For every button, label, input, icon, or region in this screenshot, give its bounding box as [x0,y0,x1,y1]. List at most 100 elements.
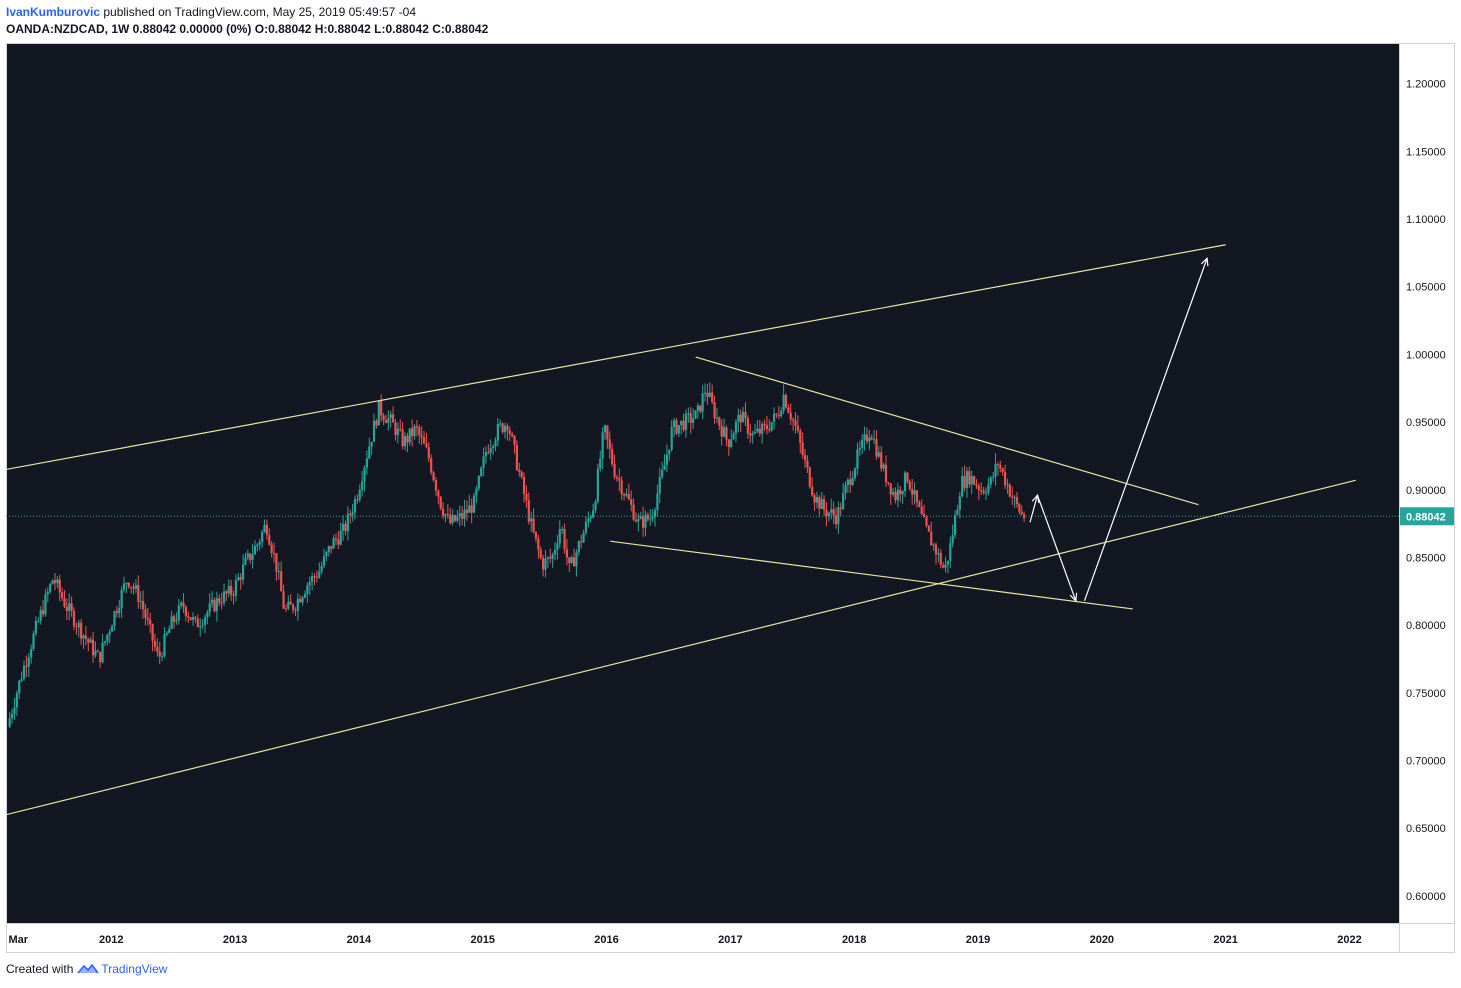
candle-body [72,610,76,627]
candle-body [449,514,452,524]
candle-body [275,553,278,572]
candle-body [956,509,959,515]
candle-body [106,634,109,642]
candle-body [56,579,59,584]
candle-body [465,509,469,513]
candle-body [606,425,609,440]
price-axis[interactable]: 1.20000 1.15000 1.10000 1.05000 1.00000 0.950… [1406,79,1446,903]
candle-body [839,507,842,510]
candle-body [463,509,466,519]
candle-body [927,525,930,532]
candle-body [199,626,202,628]
candle-body [594,501,597,511]
candle-body [525,493,528,501]
candle-body [561,528,564,530]
candle-body [627,494,630,500]
candle-body [453,515,457,521]
candle-body [834,515,838,525]
candle-body [672,420,676,428]
candle-body [813,495,816,503]
candle-body [877,452,880,457]
candle-body [451,515,454,524]
candle-body [808,467,811,487]
chart-frame[interactable]: 1.20000 1.15000 1.10000 1.05000 1.00000 0.950… [5,43,1455,953]
candle-body [32,633,35,650]
candle-body [153,640,157,647]
projection-arrow-up-long[interactable] [1083,256,1209,601]
candle-body [849,479,852,485]
candle-body [27,657,30,667]
candle-body [208,603,211,613]
candle-body [639,516,642,519]
candle-body [811,486,814,496]
triangle-upper-line[interactable] [695,356,1199,506]
candle-body [77,622,80,628]
candle-body [701,393,704,412]
channel-lower-line[interactable] [5,479,1356,816]
candle-body [249,553,252,560]
candle-body [375,420,378,426]
candle-body [992,476,995,478]
time-axis[interactable]: Mar 2012 2013 2014 2015 2016 2017 2018 2019 2020 2… [8,934,1361,946]
candle-body [411,428,414,437]
triangle-lower-line[interactable] [610,540,1133,610]
candle-body [227,585,230,594]
candle-body [651,517,654,519]
candle-body [768,429,771,431]
candle-body [1023,514,1026,519]
candle-body [201,625,204,627]
candle-body [749,433,752,436]
price-chart[interactable]: 1.20000 1.15000 1.10000 1.05000 1.00000 0.950… [5,43,1455,953]
candle-body [241,564,245,580]
candle-body [661,469,664,477]
candle-body [996,464,1000,466]
candle-body [882,464,885,469]
tradingview-brand[interactable]: TradingView [77,962,167,976]
candle-body [287,601,290,609]
candle-body [203,617,207,626]
candle-body [884,464,888,483]
candle-body [472,495,476,513]
candle-body [722,427,726,437]
candle-body [668,449,671,455]
candle-body [737,414,740,422]
candle-body [141,600,145,610]
channel-upper-line[interactable] [5,244,1226,471]
created-with-text: Created with [6,962,74,976]
candle-body [944,564,947,568]
candle-body [418,427,421,436]
candle-body [44,594,47,615]
projection-arrow-up-long-shaft [1083,258,1208,601]
candle-body [503,425,507,433]
drawings-layer [5,244,1356,816]
candle-body [789,412,792,420]
candle-body [613,464,616,477]
price-tick-label-5: 0.95000 [1406,417,1446,429]
author-link[interactable]: IvanKumburovic [6,5,101,19]
candle-body [263,524,266,532]
time-tick-label-5: 2016 [594,934,618,946]
tradingview-brand-label: TradingView [101,962,168,976]
candle-body [165,632,168,635]
candle-body [232,594,235,596]
candle-body [982,490,985,493]
candle-body [520,472,523,477]
candle-body [215,598,218,612]
quote-values: 0.88042 0.00000 (0%) O:0.88042 H:0.88042… [129,22,489,36]
candle-body [703,392,707,394]
candle-body [968,471,971,485]
candle-body [753,431,757,434]
candle-body [553,549,557,555]
candle-body [670,427,673,450]
candle-body [301,597,304,603]
candle-body [751,433,754,436]
candle-body [1008,484,1011,497]
candle-body [496,424,499,441]
projection-arrow-down[interactable] [1036,494,1078,603]
candle-body [394,422,397,436]
candle-body [975,484,978,486]
candle-body [934,544,938,555]
candle-body [694,410,697,419]
candle-body [146,617,149,620]
symbol-info: OANDA:NZDCAD, 1W 0.88042 0.00000 (0%) O:… [6,21,488,38]
